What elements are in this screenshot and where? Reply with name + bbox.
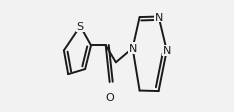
Text: O: O xyxy=(105,92,114,102)
Text: N: N xyxy=(163,46,171,56)
Text: N: N xyxy=(154,12,163,22)
Text: N: N xyxy=(128,44,137,54)
Text: S: S xyxy=(77,22,84,32)
